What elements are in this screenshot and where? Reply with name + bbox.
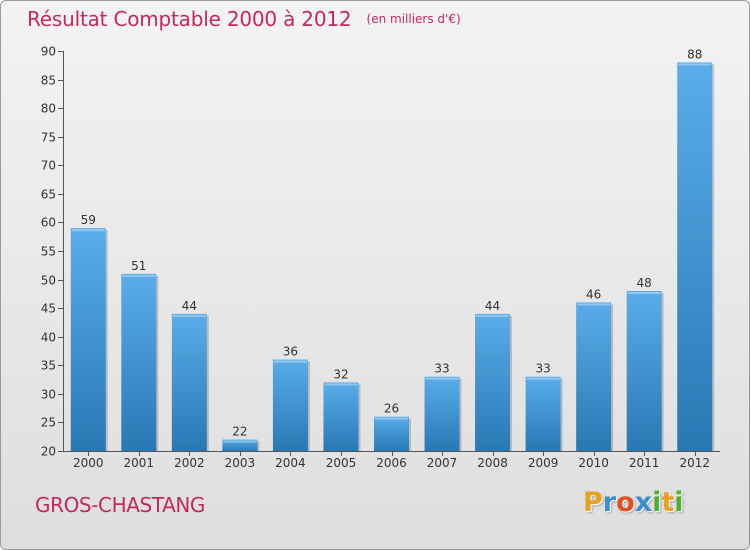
y-tick-label: 80 <box>41 102 56 116</box>
bar-value-label: 44 <box>182 299 197 313</box>
bar <box>121 273 157 451</box>
y-tick-label: 70 <box>41 159 56 173</box>
y-tick-label: 55 <box>41 245 56 259</box>
x-tick-label: 2009 <box>528 456 559 470</box>
x-tick-label: 2000 <box>73 456 104 470</box>
x-tick-label: 2004 <box>275 456 306 470</box>
bar <box>171 313 207 451</box>
bar <box>677 62 713 452</box>
bar-value-label: 33 <box>434 362 449 376</box>
bar-value-label: 59 <box>81 213 96 227</box>
bar-highlight <box>324 383 358 386</box>
y-tick-label: 45 <box>41 302 56 316</box>
bar-highlight <box>375 417 408 420</box>
y-tick-label: 40 <box>41 331 56 345</box>
bar-value-label: 48 <box>637 276 652 290</box>
chart-title-row: Résultat Comptable 2000 à 2012 (en milli… <box>27 7 461 31</box>
x-tick-label: 2003 <box>225 456 256 470</box>
logo-letter: i <box>674 487 684 518</box>
axis-layer: 20 25 30 35 40 45 50 55 60 65 70 75 80 85 90 2000 2001 20… <box>41 45 720 470</box>
logo-letter: x <box>634 487 653 518</box>
proxiti-logo: Proxiti <box>583 487 684 518</box>
y-tick-label: 25 <box>41 416 56 430</box>
bar <box>323 382 359 451</box>
x-tick-label: 2011 <box>629 456 660 470</box>
bar-layer <box>70 62 715 452</box>
y-tick-label: 60 <box>41 216 56 230</box>
bar-value-label: 44 <box>485 299 500 313</box>
y-tick-label: 50 <box>41 274 56 288</box>
bar <box>424 376 460 451</box>
y-tick-label: 85 <box>41 74 56 88</box>
logo-letter: i <box>652 487 662 518</box>
bar <box>222 439 258 451</box>
x-tick-label: 2002 <box>174 456 205 470</box>
bar-highlight <box>425 377 459 380</box>
bar <box>272 359 308 451</box>
chart-subtitle: (en milliers d'€) <box>366 12 461 26</box>
bar-highlight <box>172 314 206 317</box>
bar-value-label: 36 <box>283 345 298 359</box>
bar <box>475 313 511 451</box>
bar <box>374 416 409 451</box>
bar-value-label: 32 <box>333 367 348 381</box>
x-tick-label: 2010 <box>578 456 609 470</box>
bar-highlight <box>678 63 712 66</box>
x-tick-label: 2006 <box>376 456 407 470</box>
bar-value-label: 22 <box>232 425 247 439</box>
y-tick-label: 30 <box>41 388 56 402</box>
bar-value-label: 51 <box>131 259 146 273</box>
logo-letter: P <box>583 487 603 518</box>
bar <box>576 302 612 451</box>
bar-value-label: 88 <box>687 47 702 61</box>
bar-value-label: 26 <box>384 402 399 416</box>
y-tick-label: 20 <box>41 445 56 459</box>
label-layer: 59 51 44 22 36 32 26 33 44 33 46 48 88 <box>81 47 703 438</box>
y-tick-label: 75 <box>41 131 56 145</box>
bar-value-label: 33 <box>535 362 550 376</box>
bar-highlight <box>71 229 105 232</box>
commune-name: GROS-CHASTANG <box>35 493 206 517</box>
x-tick-label: 2007 <box>427 456 458 470</box>
x-tick-label: 2005 <box>326 456 357 470</box>
bar-highlight <box>476 314 510 317</box>
logo-letter: r <box>602 487 617 518</box>
bar-value-label: 46 <box>586 287 601 301</box>
logo-letter: t <box>661 487 675 518</box>
bar <box>70 228 106 451</box>
x-tick-label: 2012 <box>679 456 710 470</box>
x-tick-label: 2008 <box>477 456 508 470</box>
bar-highlight <box>577 303 611 306</box>
x-tick-label: 2001 <box>124 456 155 470</box>
y-tick-label: 90 <box>41 45 56 59</box>
bar <box>525 376 561 451</box>
bar-highlight <box>273 360 307 363</box>
bar-highlight <box>122 274 156 277</box>
bar-highlight <box>526 377 560 380</box>
chart-title: Résultat Comptable 2000 à 2012 <box>27 7 352 31</box>
bar-highlight <box>223 440 257 443</box>
logo-letter: o <box>616 487 635 518</box>
bar-highlight <box>627 292 661 294</box>
y-tick-label: 35 <box>41 359 56 373</box>
bar <box>626 291 662 451</box>
y-tick-label: 65 <box>41 188 56 202</box>
